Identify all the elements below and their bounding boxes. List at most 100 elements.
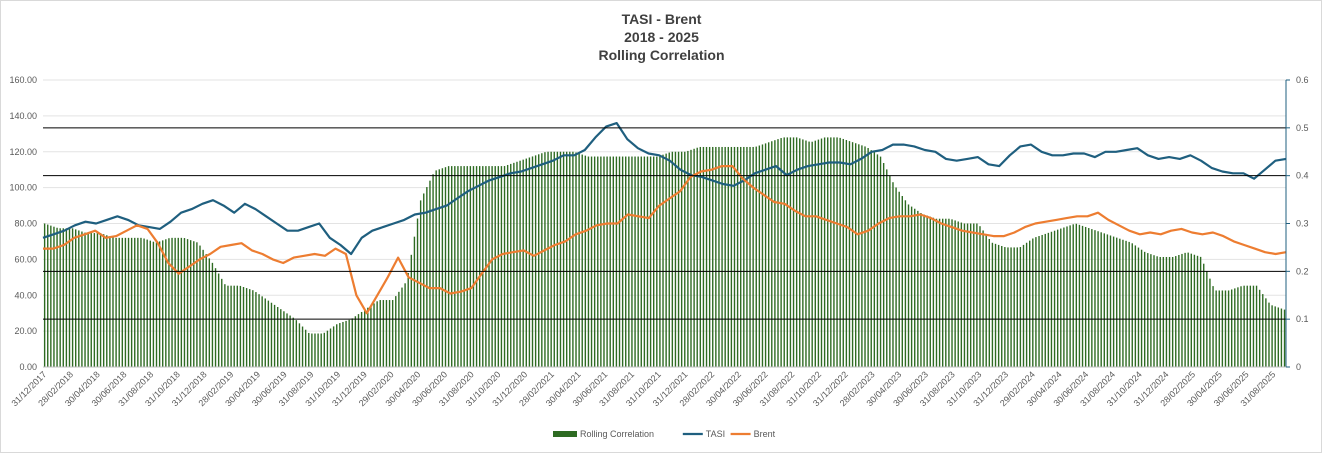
legend: Rolling Correlation TASI Brent [553, 429, 776, 439]
correlation-bar [124, 237, 127, 367]
y-left-tick-label: 100.00 [9, 183, 37, 193]
correlation-bar [973, 223, 975, 367]
correlation-bar [643, 156, 646, 367]
correlation-bar [360, 311, 363, 367]
correlation-bar [102, 234, 105, 367]
correlation-bar [702, 146, 705, 367]
correlation-bar [1277, 307, 1280, 367]
y-right-tick-label: 0.3 [1296, 219, 1309, 229]
correlation-bar [1128, 241, 1130, 367]
correlation-bar [482, 166, 484, 367]
correlation-bar [451, 166, 453, 367]
correlation-bar [525, 158, 527, 367]
correlation-bar [1066, 226, 1068, 367]
correlation-bar [152, 241, 155, 367]
correlation-bar [1255, 285, 1258, 367]
correlation-bar [569, 151, 571, 367]
correlation-bar [1016, 247, 1018, 367]
correlation-bar [634, 156, 636, 367]
correlation-bar [612, 156, 615, 367]
correlation-bar [755, 146, 757, 367]
correlation-bar [659, 155, 661, 367]
correlation-bar [84, 232, 86, 367]
correlation-bar [146, 239, 148, 367]
correlation-bar [954, 220, 956, 367]
correlation-bar [854, 143, 857, 367]
correlation-bar [121, 237, 124, 367]
correlation-bar [1227, 290, 1230, 367]
correlation-bar [208, 258, 211, 367]
correlation-bar [606, 156, 608, 367]
correlation-bar [625, 156, 627, 367]
correlation-bar [898, 191, 900, 367]
y-left-tick-label: 160.00 [9, 75, 37, 85]
correlation-bar [497, 166, 500, 367]
correlation-bar [882, 163, 885, 367]
correlation-bar [1119, 238, 1121, 367]
y-left-tick-label: 40.00 [14, 290, 37, 300]
correlation-bar [879, 156, 882, 367]
correlation-bar [565, 151, 568, 367]
correlation-bar [298, 323, 301, 367]
correlation-bar [1143, 251, 1146, 367]
correlation-bar [457, 166, 459, 367]
correlation-bar [690, 149, 692, 367]
correlation-bar [808, 141, 810, 367]
correlation-bar [559, 151, 562, 367]
correlation-bar [407, 272, 409, 367]
correlation-bar [547, 151, 549, 367]
legend-swatch-bar [553, 431, 577, 437]
chart-title-line-3: Rolling Correlation [598, 47, 725, 63]
correlation-bar [1215, 290, 1217, 367]
correlation-bar [786, 137, 789, 367]
y-right-tick-label: 0.1 [1296, 314, 1309, 324]
correlation-bar [979, 226, 981, 367]
correlation-bar [1075, 223, 1078, 367]
chart-title: TASI - Brent 2018 - 2025 Rolling Correla… [0, 10, 1323, 64]
correlation-bar [217, 273, 220, 367]
correlation-bar [81, 231, 83, 367]
correlation-bar [149, 240, 151, 367]
correlation-bar [1181, 253, 1183, 367]
correlation-bar [740, 146, 742, 367]
correlation-bar [435, 170, 437, 367]
correlation-bar [603, 156, 605, 367]
correlation-bar [261, 296, 263, 367]
correlation-bar [1041, 234, 1043, 367]
correlation-bar [1091, 229, 1093, 367]
correlation-bar [53, 226, 55, 367]
correlation-bar [494, 166, 496, 367]
correlation-bar [544, 152, 546, 367]
correlation-bar [379, 300, 381, 367]
correlation-bar [395, 296, 397, 367]
correlation-bar [1097, 231, 1099, 367]
correlation-bar [553, 151, 555, 367]
correlation-bar [264, 298, 266, 367]
correlation-bar [466, 166, 468, 367]
brent-line [43, 165, 1287, 315]
correlation-bar [463, 166, 465, 367]
correlation-bar [671, 151, 674, 367]
correlation-bar [923, 214, 925, 367]
correlation-bar [550, 151, 552, 367]
y-right-tick-label: 0 [1296, 362, 1301, 372]
correlation-bar [1103, 233, 1105, 367]
correlation-bar [1025, 242, 1028, 367]
correlation-bar [715, 146, 717, 367]
correlation-bar [385, 300, 388, 367]
correlation-bar [1246, 285, 1248, 367]
correlation-bar [1056, 229, 1059, 367]
correlation-bar [96, 233, 99, 367]
correlation-bar [491, 166, 493, 367]
correlation-bar [500, 166, 503, 367]
correlation-bar [245, 288, 248, 367]
correlation-bar [680, 151, 683, 367]
correlation-bar [438, 169, 440, 367]
correlation-bar [1001, 245, 1003, 367]
correlation-bar [224, 284, 226, 367]
correlation-bar [910, 206, 913, 367]
correlation-bar [1007, 247, 1009, 367]
correlation-bar [1203, 263, 1205, 367]
correlation-bar [1234, 288, 1236, 367]
